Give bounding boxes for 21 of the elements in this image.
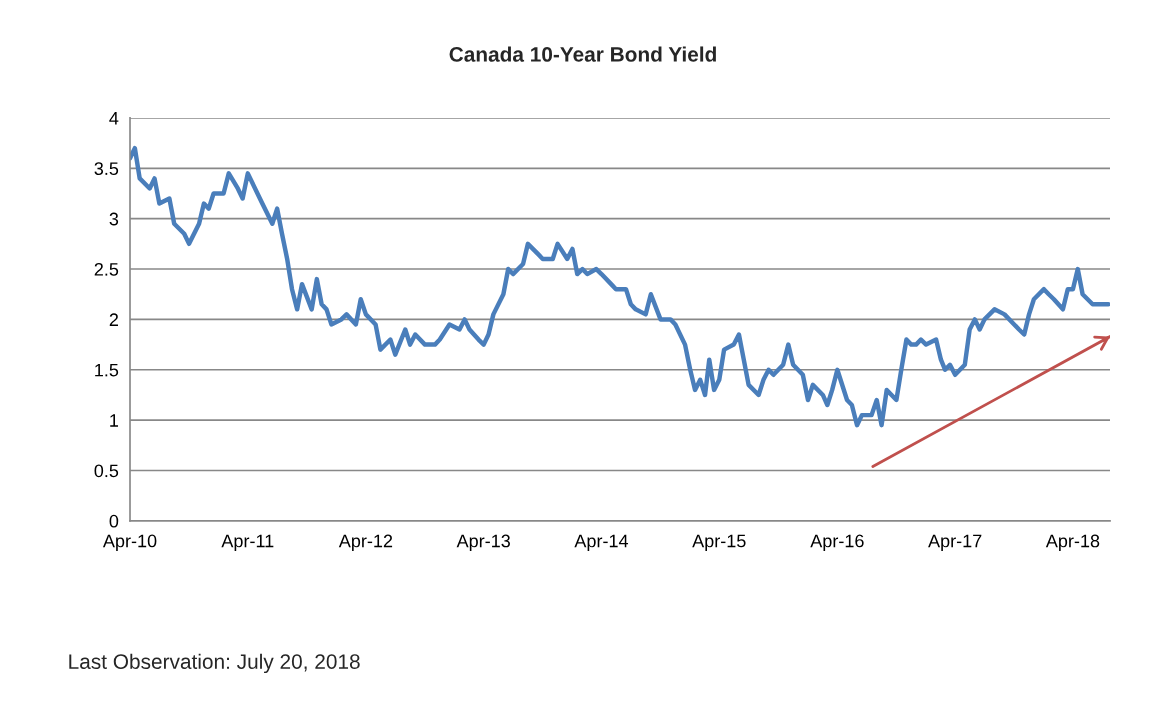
x-tick-label: Apr-11	[221, 534, 274, 551]
x-tick-label: Apr-12	[338, 534, 393, 551]
y-tick-label: 0.5	[94, 464, 119, 478]
x-tick-label: Apr-13	[456, 534, 510, 551]
y-tick-label: 1.5	[95, 363, 119, 377]
text: Last Observation: July 20, 2018	[69, 653, 360, 674]
x-tick-label: Apr-14	[574, 534, 629, 551]
x-tick-label: Apr-10	[102, 534, 157, 551]
x-tick-label: Apr-17	[928, 534, 982, 551]
line-series	[130, 145, 1111, 428]
y-tick-label: 4	[109, 112, 119, 125]
x-tick-label: Apr-15	[692, 534, 746, 551]
y-tick-label: 2.5	[94, 262, 119, 276]
y-tick-label: 0	[109, 514, 119, 528]
y-tick-label: 1	[110, 414, 119, 427]
y-tick-label: 2	[109, 313, 118, 326]
chart-title: Canada 10-Year Bond Yield	[449, 46, 716, 62]
y-tick-label: 3	[109, 212, 119, 226]
x-tick-label: Apr-18	[1045, 534, 1100, 551]
x-tick-label: Apr-16	[810, 534, 864, 551]
y-tick-label: 3.5	[94, 162, 119, 176]
